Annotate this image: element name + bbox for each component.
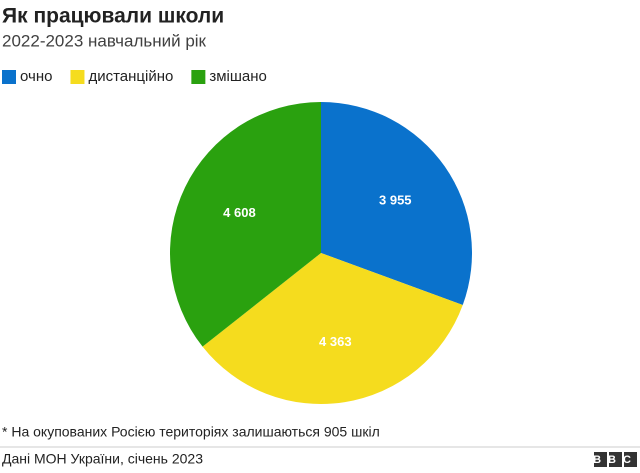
- legend-swatch: [2, 70, 16, 84]
- logo-box: [594, 452, 607, 467]
- pie-slice: [170, 102, 321, 347]
- value-label: 4 608: [223, 205, 256, 220]
- legend-label: очно: [20, 68, 52, 85]
- chart-subtitle: 2022-2023 навчальний рік: [2, 31, 207, 50]
- legend-label: змішано: [209, 68, 267, 85]
- legend-swatch: [70, 70, 85, 84]
- pie-slice: [321, 102, 472, 306]
- chart-title: Як працювали школи: [2, 5, 224, 28]
- logo-box: [624, 452, 637, 467]
- value-label: 3 955: [379, 193, 412, 208]
- pie-slice: [202, 253, 463, 404]
- logo: BBC: [593, 452, 638, 467]
- logo-box: [609, 452, 622, 467]
- logo-text: BBC: [593, 454, 638, 466]
- legend-swatch: [191, 70, 206, 84]
- source: Дані МОН України, січень 2023: [2, 451, 203, 467]
- footnote: * На окупованих Росією територіях залиша…: [2, 424, 380, 440]
- legend-label: дистанційно: [88, 68, 173, 85]
- value-label: 4 363: [319, 334, 352, 349]
